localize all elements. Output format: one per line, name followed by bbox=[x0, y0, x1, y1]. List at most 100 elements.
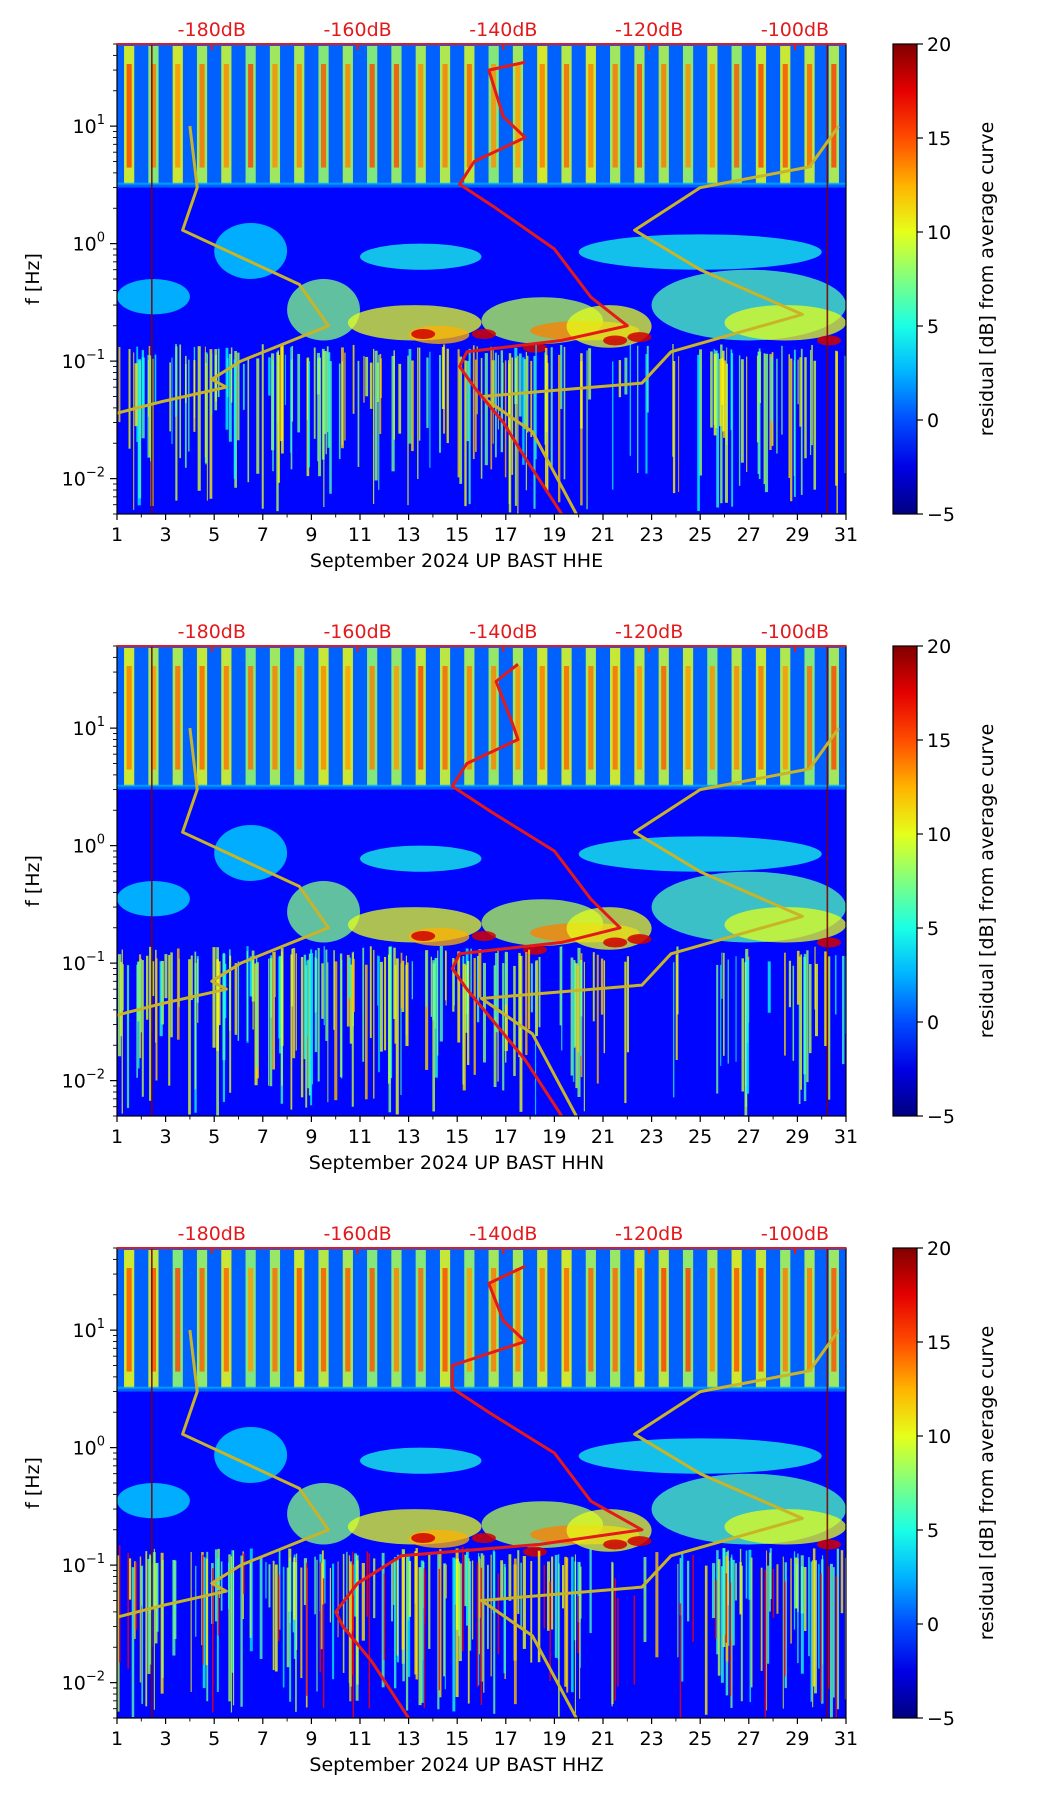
y-tick-label: 10−2 bbox=[62, 1670, 105, 1695]
reference-curve-left bbox=[117, 125, 330, 415]
db-axis-label: -160dB bbox=[323, 621, 391, 643]
colorbar-tick-label: 0 bbox=[927, 1614, 939, 1636]
spectrogram-svg: 1 3 5 7 9 11 13 15 17 19 21 23 25 27 29 3110−210−110010… bbox=[22, 621, 998, 1174]
x-tick-label: 13 bbox=[397, 524, 421, 546]
colorbar-tick-label: 10 bbox=[927, 1426, 951, 1448]
reference-curve-right bbox=[480, 1329, 840, 1718]
colorbar-label: residual [dB] from average curve bbox=[976, 724, 998, 1039]
y-axis-label: f [Hz] bbox=[22, 1457, 44, 1509]
x-tick-label: 19 bbox=[542, 1126, 566, 1148]
x-tick-label: 27 bbox=[737, 1126, 761, 1148]
db-axis-label: -140dB bbox=[469, 621, 537, 643]
x-tick-label: 3 bbox=[160, 524, 172, 546]
x-tick-label: 7 bbox=[257, 1126, 269, 1148]
x-tick-label: 29 bbox=[785, 1728, 809, 1750]
x-tick-label: 15 bbox=[445, 524, 469, 546]
reference-curve-left bbox=[117, 727, 330, 1017]
db-axis-label: -100dB bbox=[761, 1223, 829, 1245]
x-tick-label: 17 bbox=[494, 1728, 518, 1750]
y-tick-label: 100 bbox=[73, 231, 105, 256]
db-axis-label: -180dB bbox=[178, 621, 246, 643]
spectrogram-image bbox=[117, 646, 846, 1116]
y-tick-label: 101 bbox=[73, 1317, 105, 1342]
x-tick-label: 11 bbox=[348, 1728, 372, 1750]
x-tick-label: 13 bbox=[397, 1126, 421, 1148]
colorbar-tick-label: 5 bbox=[927, 918, 939, 940]
spectrogram-svg: 1 3 5 7 9 11 13 15 17 19 21 23 25 27 29 3110−210−110010… bbox=[22, 1223, 998, 1776]
y-tick-label: 10−1 bbox=[62, 348, 105, 373]
x-tick-label: 25 bbox=[688, 1728, 712, 1750]
colorbar-tick-label: 10 bbox=[927, 824, 951, 846]
x-tick-label: 11 bbox=[348, 524, 372, 546]
x-tick-label: 27 bbox=[737, 1728, 761, 1750]
x-tick-label: 31 bbox=[834, 524, 858, 546]
db-axis-label: -100dB bbox=[761, 621, 829, 643]
x-tick-label: 23 bbox=[640, 1126, 664, 1148]
db-axis-label: -120dB bbox=[615, 621, 683, 643]
db-axis-label: -180dB bbox=[178, 19, 246, 41]
x-tick-label: 21 bbox=[591, 1728, 615, 1750]
x-tick-label: 3 bbox=[160, 1728, 172, 1750]
y-tick-label: 10−2 bbox=[62, 466, 105, 491]
reference-curve-right bbox=[480, 727, 840, 1116]
x-tick-label: 7 bbox=[257, 524, 269, 546]
colorbar-tick-label: 20 bbox=[927, 636, 951, 658]
db-axis-label: -160dB bbox=[323, 19, 391, 41]
x-tick-label: 5 bbox=[208, 1728, 220, 1750]
x-tick-label: 1 bbox=[111, 524, 123, 546]
x-tick-label: 15 bbox=[445, 1728, 469, 1750]
x-tick-label: 15 bbox=[445, 1126, 469, 1148]
colorbar-tick-label: 15 bbox=[927, 1332, 951, 1354]
y-tick-label: 100 bbox=[73, 833, 105, 858]
x-tick-label: 27 bbox=[737, 524, 761, 546]
x-tick-label: 17 bbox=[494, 524, 518, 546]
colorbar bbox=[892, 1247, 918, 1719]
db-axis-label: -100dB bbox=[761, 19, 829, 41]
x-tick-label: 25 bbox=[688, 524, 712, 546]
colorbar-tick-label: 0 bbox=[927, 1012, 939, 1034]
average-psd-curve bbox=[450, 663, 622, 1116]
spectrogram-image bbox=[117, 44, 846, 514]
colorbar-tick-label: 0 bbox=[927, 410, 939, 432]
x-tick-label: 9 bbox=[305, 524, 317, 546]
x-tick-label: 21 bbox=[591, 1126, 615, 1148]
db-axis-label: -120dB bbox=[615, 1223, 683, 1245]
y-axis-label: f [Hz] bbox=[22, 855, 44, 907]
x-tick-label: 9 bbox=[305, 1126, 317, 1148]
y-tick-label: 10−2 bbox=[62, 1068, 105, 1093]
x-tick-label: 25 bbox=[688, 1126, 712, 1148]
x-tick-label: 19 bbox=[542, 524, 566, 546]
colorbar-tick-label: 15 bbox=[927, 730, 951, 752]
db-axis-label: -120dB bbox=[615, 19, 683, 41]
spectrogram-svg: 1 3 5 7 9 11 13 15 17 19 21 23 25 27 29 3110−210−110010… bbox=[22, 19, 998, 572]
colorbar-tick-label: 5 bbox=[927, 316, 939, 338]
x-tick-label: 31 bbox=[834, 1728, 858, 1750]
x-axis-label: September 2024 UP BAST HHZ bbox=[309, 1754, 603, 1776]
x-axis-label: September 2024 UP BAST HHE bbox=[310, 550, 603, 572]
db-axis-label: -140dB bbox=[469, 1223, 537, 1245]
colorbar-tick-label: 5 bbox=[927, 1520, 939, 1542]
x-tick-label: 31 bbox=[834, 1126, 858, 1148]
colorbar bbox=[892, 43, 918, 515]
colorbar-tick-label: 20 bbox=[927, 1238, 951, 1260]
reference-curve-right bbox=[480, 125, 840, 514]
colorbar-label: residual [dB] from average curve bbox=[976, 1326, 998, 1641]
x-tick-label: 1 bbox=[111, 1728, 123, 1750]
y-tick-label: 101 bbox=[73, 715, 105, 740]
db-axis-label: -140dB bbox=[469, 19, 537, 41]
colorbar-label: residual [dB] from average curve bbox=[976, 122, 998, 437]
y-axis-label: f [Hz] bbox=[22, 253, 44, 305]
db-axis-label: -160dB bbox=[323, 1223, 391, 1245]
colorbar-tick-label: −5 bbox=[927, 1708, 955, 1730]
colorbar bbox=[892, 645, 918, 1117]
x-tick-label: 5 bbox=[208, 1126, 220, 1148]
colorbar-tick-label: 20 bbox=[927, 34, 951, 56]
colorbar-tick-label: 10 bbox=[927, 222, 951, 244]
colorbar-tick-label: −5 bbox=[927, 1106, 955, 1128]
x-tick-label: 7 bbox=[257, 1728, 269, 1750]
x-tick-label: 29 bbox=[785, 524, 809, 546]
average-psd-curve bbox=[458, 60, 629, 514]
spectrogram-panel-hhe: 1 3 5 7 9 11 13 15 17 19 21 23 25 27 29 31 10−2 10−1 100 10… bbox=[0, 0, 1052, 600]
x-tick-label: 13 bbox=[397, 1728, 421, 1750]
x-tick-label: 19 bbox=[542, 1728, 566, 1750]
